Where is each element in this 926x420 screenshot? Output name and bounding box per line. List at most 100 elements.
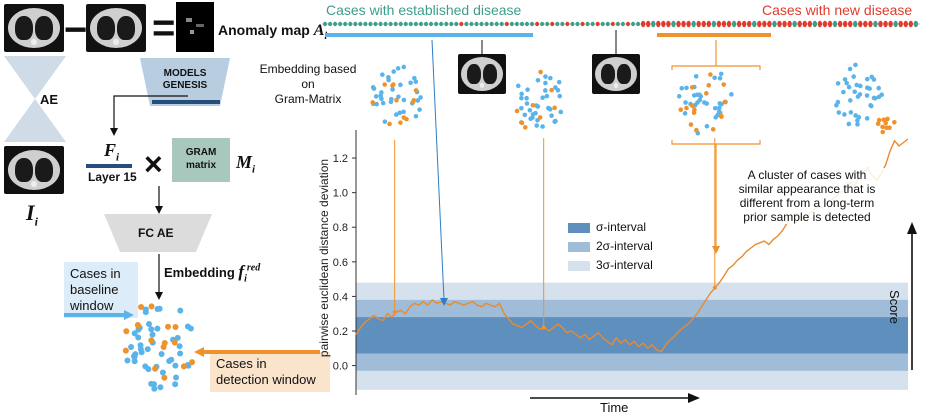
scatter-point-2	[535, 77, 541, 83]
scatter-point-3	[679, 86, 685, 91]
embedding-point	[177, 307, 184, 314]
timeline-case	[504, 21, 509, 27]
legend-item-2sigma: 2σ-interval	[568, 237, 704, 256]
timeline-case	[721, 20, 727, 28]
timeline-case	[343, 21, 348, 27]
scatter-point-4	[868, 103, 874, 109]
scatter-point-4	[857, 92, 863, 97]
cluster-annotation: A cluster of cases with similar appearan…	[722, 168, 892, 224]
scatter-point-3	[704, 101, 710, 106]
embedding-point	[189, 359, 196, 366]
timeline-case	[620, 21, 625, 27]
timeline-case	[701, 20, 706, 28]
embedding-point	[152, 365, 159, 372]
timeline-case	[631, 21, 636, 27]
time-arrow-head	[688, 393, 700, 403]
scatter-point-2	[519, 106, 524, 111]
embedding-point	[166, 358, 173, 365]
score-label: Score	[887, 290, 902, 324]
embedding-point	[146, 320, 153, 327]
scatter-point-1	[389, 96, 394, 102]
scatter-point-4	[880, 129, 886, 135]
scatter-point-1	[396, 94, 401, 100]
embedding-point	[157, 384, 164, 391]
scatter-point-4	[869, 74, 875, 80]
embedding-point	[172, 323, 179, 330]
scatter-point-1	[393, 112, 399, 117]
scatter-point-4	[846, 84, 852, 90]
scatter-point-3	[698, 94, 704, 99]
scatter-point-2	[523, 125, 528, 130]
scatter-point-3	[712, 75, 717, 81]
ae-hourglass	[4, 56, 66, 142]
input-ct-image	[4, 4, 64, 52]
timeline-case	[868, 20, 873, 28]
scatter-point-1	[374, 101, 379, 107]
embedding-label: Embedding fired	[164, 262, 261, 285]
scatter-point-2	[534, 123, 540, 128]
timeline-case	[479, 21, 484, 27]
models-genesis-label: MODELS GENESIS	[162, 68, 208, 91]
scatter-point-2	[519, 91, 524, 97]
timeline-case	[570, 21, 575, 27]
timeline-case	[585, 21, 590, 27]
timeline-case	[837, 20, 843, 28]
timeline-case	[716, 20, 722, 28]
scatter-point-3	[718, 71, 724, 77]
scatter-point-2	[555, 87, 561, 93]
scatter-point-3	[729, 92, 734, 97]
scatter-point-4	[881, 117, 887, 122]
scatter-point-1	[395, 66, 401, 71]
timeline-case	[772, 20, 777, 28]
scatter-point-4	[842, 112, 847, 117]
scatter-point-2	[544, 93, 550, 99]
connector-point	[541, 325, 546, 330]
timeline-case	[484, 21, 489, 27]
scatter-point-3	[676, 93, 682, 99]
scatter-point-4	[875, 121, 881, 127]
scatter-point-4	[867, 86, 872, 91]
scatter-point-3	[693, 74, 699, 79]
arrow-to-embedding	[155, 254, 163, 300]
scatter-point-1	[412, 75, 417, 81]
legend-item-sigma: σ-interval	[568, 218, 704, 237]
scatter-point-3	[704, 91, 709, 96]
scatter-point-2	[533, 110, 538, 116]
scatter-point-2	[524, 95, 529, 101]
scatter-point-2	[543, 74, 548, 79]
timeline-case	[545, 21, 550, 27]
timeline-case	[832, 20, 838, 28]
timeline-case	[555, 21, 560, 27]
timeline-case	[469, 21, 474, 27]
timeline-case	[373, 21, 378, 27]
gram-symbol: Mi	[236, 152, 256, 176]
scatter-point-1	[398, 82, 403, 88]
layer-label: Layer 15	[88, 170, 137, 184]
scatter-point-2	[552, 119, 558, 124]
scatter-point-1	[370, 100, 375, 105]
scatter-point-3	[710, 127, 716, 132]
timeline-case	[827, 20, 833, 28]
detection-bracket-bottom	[671, 140, 761, 145]
timeline-case	[676, 20, 681, 28]
timeline-case	[328, 21, 333, 27]
scatter-point-1	[417, 107, 422, 112]
scatter-point-2	[543, 88, 548, 93]
scatter-point-2	[557, 93, 563, 99]
timeline-case	[696, 20, 701, 28]
chart-legend: σ-interval 2σ-interval 3σ-interval	[562, 214, 710, 279]
timeline-case	[842, 20, 848, 28]
detection-bracket-top	[671, 65, 761, 70]
timeline-case	[378, 21, 383, 27]
scatter-point-4	[892, 120, 897, 125]
scatter-point-1	[401, 97, 407, 103]
scatter-point-1	[391, 69, 397, 74]
times-operator: ×	[144, 146, 163, 182]
scatter-point-2	[540, 95, 545, 101]
timeline-case	[388, 21, 393, 27]
scatter-point-4	[879, 92, 885, 98]
embedding-point	[151, 385, 158, 392]
scatter-point-1	[408, 80, 413, 86]
scatter-point-1	[378, 93, 383, 99]
scatter-point-3	[717, 75, 723, 81]
